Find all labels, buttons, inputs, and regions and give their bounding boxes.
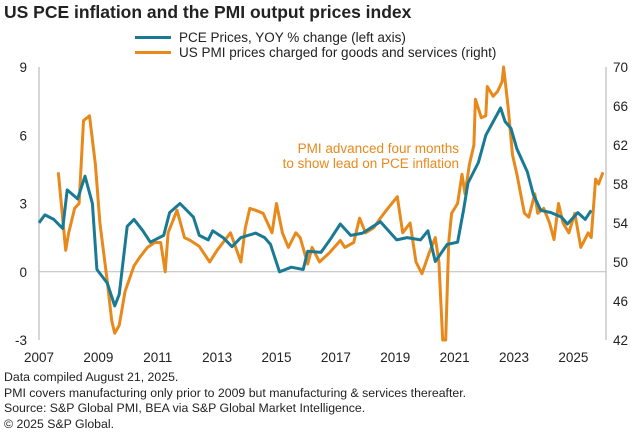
annotation-line-2: to show lead on PCE inflation (283, 156, 459, 171)
x-tick-label: 2015 (261, 350, 291, 365)
footnote-copyright: © 2025 S&P Global. (4, 416, 115, 431)
x-tick-label: 2011 (143, 350, 172, 365)
x-tick-label: 2019 (380, 350, 410, 365)
left-tick-label: 3 (19, 197, 27, 212)
legend-item-pmi: US PMI prices charged for goods and serv… (135, 45, 496, 60)
x-tick-label: 2013 (202, 350, 232, 365)
legend-swatch-pce (135, 36, 171, 39)
left-tick-label: 9 (19, 60, 27, 75)
footnotes: Data compiled August 21, 2025. PMI cover… (4, 370, 466, 432)
left-tick-label: 6 (19, 128, 27, 143)
x-tick-label: 2025 (558, 350, 588, 365)
x-tick-label: 2017 (321, 350, 351, 365)
x-tick-label: 2009 (83, 350, 113, 365)
series-line-pce (37, 106, 593, 308)
annotation-line-1: PMI advanced four months (298, 141, 460, 156)
left-tick-label: 0 (19, 265, 27, 280)
right-tick-label: 46 (613, 294, 628, 309)
legend-swatch-pmi (135, 51, 171, 54)
legend-item-pce: PCE Prices, YOY % change (left axis) (135, 30, 406, 45)
left-tick-label: -3 (15, 333, 27, 348)
x-tick-label: 2021 (440, 350, 470, 365)
right-tick-label: 58 (613, 177, 628, 192)
right-tick-label: 50 (613, 255, 628, 270)
legend-label-pmi: US PMI prices charged for goods and serv… (179, 45, 497, 60)
footnote-date: Data compiled August 21, 2025. (4, 370, 179, 384)
x-tick-label: 2007 (24, 350, 54, 365)
series-line-pmi (56, 65, 605, 342)
chart-plot: 9 6 3 0 -3 70 66 62 58 54 50 46 42 2007 2009 2011 2013 20… (15, 60, 629, 365)
chart-title: US PCE inflation and the PMI output pric… (4, 2, 412, 22)
right-tick-label: 70 (613, 60, 628, 75)
footnote-coverage: PMI covers manufacturing only prior to 2… (4, 385, 467, 400)
footnote-source: Source: S&P Global PMI, BEA via S&P Glob… (4, 401, 366, 415)
x-tick-label: 2023 (499, 350, 529, 365)
right-tick-label: 54 (613, 216, 629, 231)
right-tick-label: 66 (613, 99, 628, 114)
legend-label-pce: PCE Prices, YOY % change (left axis) (179, 30, 406, 45)
right-tick-label: 42 (613, 333, 628, 348)
right-tick-label: 62 (613, 138, 628, 153)
